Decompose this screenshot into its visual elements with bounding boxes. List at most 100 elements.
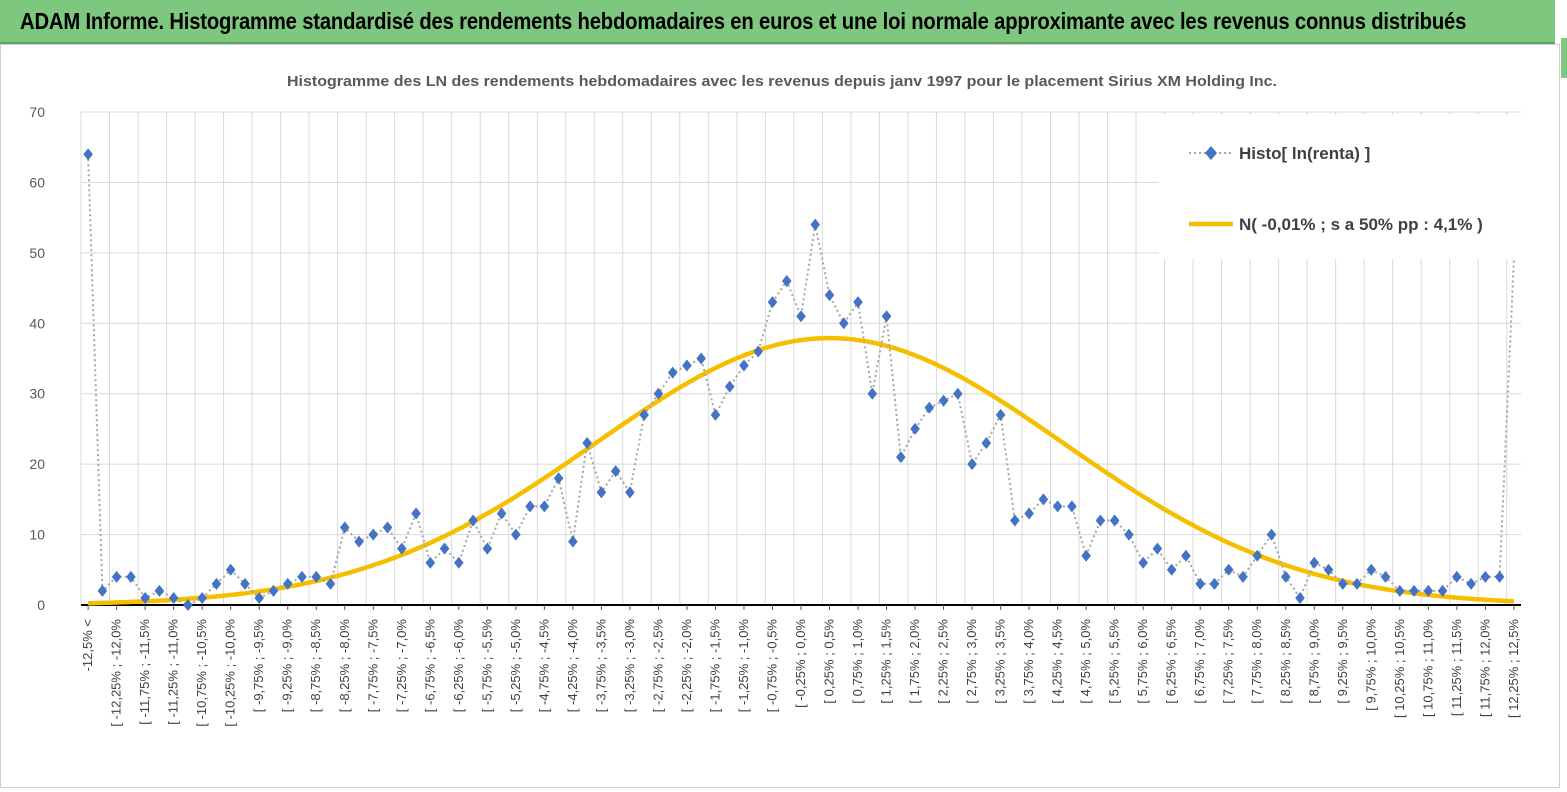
histo-point xyxy=(382,521,393,534)
x-tick-label: [ -5,25% ; -5,0% xyxy=(508,619,523,713)
histo-point xyxy=(1366,563,1377,576)
histo-point xyxy=(995,408,1006,421)
histo-point xyxy=(1124,528,1134,541)
histo-point xyxy=(1024,507,1034,520)
histo-point xyxy=(254,591,265,604)
histo-point xyxy=(225,563,236,576)
histo-point xyxy=(810,218,821,231)
histo-point xyxy=(1052,500,1063,513)
histo-point xyxy=(824,289,835,302)
histo-point xyxy=(525,500,535,513)
histo-point xyxy=(1295,591,1305,604)
histo-point xyxy=(1466,577,1476,590)
x-tick-label: [ -11,25% ; -11,0% xyxy=(166,619,181,725)
histo-point xyxy=(781,275,792,288)
histo-point xyxy=(1395,584,1405,597)
x-tick-label: [ 6,25% ; 6,5% xyxy=(1164,619,1179,704)
histo-point xyxy=(938,394,949,407)
x-tick-label: [ 11,75% ; 12,0% xyxy=(1477,619,1492,717)
x-tick-label: [ 8,75% ; 9,0% xyxy=(1306,619,1321,704)
histo-point xyxy=(168,591,179,604)
histo-point xyxy=(710,408,721,421)
histo-point xyxy=(354,535,364,548)
histo-point xyxy=(325,577,336,590)
histo-point xyxy=(767,296,778,309)
y-tick-label: 70 xyxy=(29,104,45,120)
x-tick-label: [ 10,75% ; 11,0% xyxy=(1420,619,1435,717)
histo-point xyxy=(1266,528,1277,541)
x-tick-label: [ 1,75% ; 2,0% xyxy=(907,619,922,704)
y-tick-label: 20 xyxy=(29,456,45,472)
histo-point xyxy=(140,591,150,604)
x-tick-label: [ 10,25% ; 10,5% xyxy=(1392,619,1407,718)
histo-point xyxy=(1480,570,1491,583)
y-tick-label: 10 xyxy=(29,527,45,543)
histo-point xyxy=(653,387,664,400)
histo-point xyxy=(1181,549,1191,562)
histo-point xyxy=(739,359,749,372)
x-tick-label: [ 4,25% ; 4,5% xyxy=(1050,619,1065,704)
histo-point xyxy=(910,422,920,435)
histo-point xyxy=(511,528,521,541)
x-tick-label: [ 11,25% ; 11,5% xyxy=(1449,619,1464,717)
x-tick-label: [ -3,75% ; -3,5% xyxy=(593,619,608,713)
report-banner: ADAM Informe. Histogramme standardisé de… xyxy=(0,0,1555,44)
x-tick-label: [ 7,75% ; 8,0% xyxy=(1249,619,1264,704)
x-tick-label: [ -2,75% ; -2,5% xyxy=(650,619,665,713)
x-tick-label: [ -7,75% ; -7,5% xyxy=(365,619,380,713)
histo-point xyxy=(468,514,478,527)
x-tick-label: [ -1,25% ; -1,0% xyxy=(736,619,751,713)
x-tick-label: [ -0,75% ; -0,5% xyxy=(764,619,779,713)
histo-point xyxy=(696,352,706,365)
histo-point xyxy=(311,570,322,583)
histo-point xyxy=(625,486,635,499)
x-tick-label: [ 7,25% ; 7,5% xyxy=(1221,619,1236,704)
histo-point xyxy=(154,584,165,597)
histo-point xyxy=(1010,514,1020,527)
y-tick-label: 60 xyxy=(29,174,45,190)
histo-point xyxy=(126,570,136,583)
histo-point xyxy=(1067,500,1077,513)
histo-point xyxy=(838,317,849,330)
histo-point xyxy=(1152,542,1163,555)
histo-point xyxy=(724,380,735,393)
x-tick-label: [ -7,25% ; -7,0% xyxy=(394,619,409,713)
histo-point xyxy=(867,387,878,400)
legend-normal-label: N( -0,01% ; s a 50% pp : 4,1% ) xyxy=(1239,215,1483,234)
x-tick-label: [ -10,25% ; -10,0% xyxy=(223,619,238,727)
x-tick-label: [ -8,25% ; -8,0% xyxy=(337,619,352,713)
histo-point xyxy=(796,310,806,323)
histo-point xyxy=(83,148,93,161)
legend-histo-label: Histo[ ln(renta) ] xyxy=(1239,144,1370,163)
x-tick-label: [ 6,75% ; 7,0% xyxy=(1192,619,1207,704)
x-tick-label: [ -11,75% ; -11,5% xyxy=(137,619,152,725)
histo-point xyxy=(1138,556,1148,569)
histo-point xyxy=(1309,556,1320,569)
histo-point xyxy=(1494,570,1505,583)
histo-point xyxy=(425,556,436,569)
histo-point xyxy=(1380,570,1391,583)
normal-curve-line xyxy=(88,335,1515,606)
x-tick-label: [ -4,75% ; -4,5% xyxy=(536,619,551,713)
histo-point xyxy=(97,584,108,597)
x-tick-label: [ -3,25% ; -3,0% xyxy=(622,619,637,713)
report-title: ADAM Informe. Histogramme standardisé de… xyxy=(20,8,1467,34)
x-tick-label: [ 4,75% ; 5,0% xyxy=(1078,619,1093,704)
x-tick-label: [ -1,75% ; -1,5% xyxy=(707,619,722,713)
x-tick-label: -12,5% < xyxy=(80,619,95,671)
chart-frame: Histogramme des LN des rendements hebdom… xyxy=(0,44,1560,788)
legend-background xyxy=(1159,115,1523,259)
histo-point xyxy=(596,486,607,499)
histo-point xyxy=(1081,549,1091,562)
histo-point xyxy=(568,535,578,548)
chart-legend: Histo[ ln(renta) ] N( -0,01% ; s a 50% p… xyxy=(1159,115,1523,259)
histo-point xyxy=(1352,577,1362,590)
x-tick-label: [ -6,75% ; -6,5% xyxy=(422,619,437,713)
banner-edge xyxy=(1561,38,1567,78)
histo-point xyxy=(1038,493,1049,506)
histo-point xyxy=(539,500,550,513)
histo-point xyxy=(610,465,621,478)
histo-point xyxy=(439,542,450,555)
x-tick-label: [ -12,25% ; -12,0% xyxy=(109,619,124,727)
x-tick-label: [ -9,25% ; -9,0% xyxy=(280,619,295,713)
